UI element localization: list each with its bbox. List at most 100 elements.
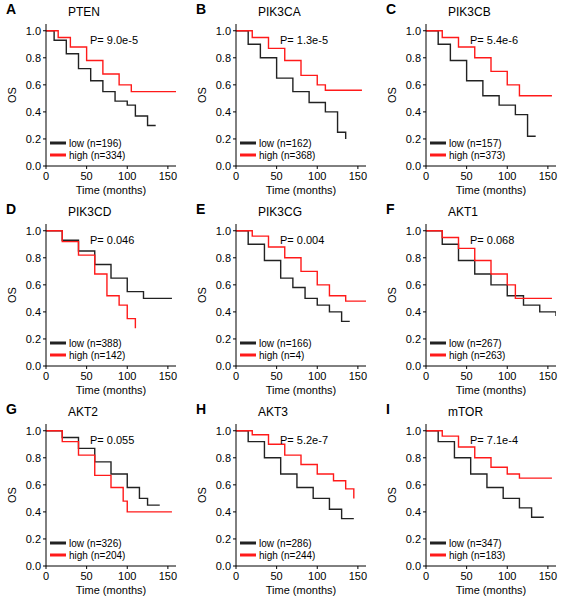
title: AKT1 xyxy=(448,205,478,219)
y-tick-label: 0.4 xyxy=(406,306,421,318)
panel: DPIK3CD0.00.20.40.60.81.0050100150Time (… xyxy=(6,201,177,396)
y-tick xyxy=(43,430,46,431)
x-tick-label: 150 xyxy=(159,570,177,582)
x-tick xyxy=(276,366,277,369)
y-tick xyxy=(43,457,46,458)
panel: EPIK3CG0.00.20.40.60.81.0050100150Time (… xyxy=(196,201,367,396)
title: PTEN xyxy=(68,5,100,19)
legend-label: high (n=142) xyxy=(69,350,125,361)
y-tick xyxy=(43,30,46,31)
x-tick xyxy=(167,566,168,569)
legend-swatch xyxy=(240,554,256,557)
legend-swatch xyxy=(50,542,66,545)
x-tick-label: 0 xyxy=(423,570,429,582)
legend-swatch xyxy=(240,142,256,145)
legend-label: low (n=157) xyxy=(449,138,502,149)
x-tick xyxy=(236,166,237,169)
x-tick-label: 0 xyxy=(233,570,239,582)
y-tick-label: 0.6 xyxy=(216,79,231,91)
x-tick-label: 0 xyxy=(233,170,239,182)
x-tick-label: 150 xyxy=(349,570,367,582)
x-tick xyxy=(466,366,467,369)
survival-curve xyxy=(426,231,556,316)
y-axis-label: OS xyxy=(386,487,398,503)
x-tick xyxy=(317,566,318,569)
legend-swatch xyxy=(430,154,446,157)
survival-curve xyxy=(236,431,354,499)
survival-curve xyxy=(46,31,176,92)
y-tick-label: 0.6 xyxy=(406,479,421,491)
y-tick-label: 0.2 xyxy=(26,533,41,545)
y-tick xyxy=(423,311,426,312)
x-tick xyxy=(507,166,508,169)
p-value: P= 9.0e-5 xyxy=(90,34,138,46)
y-tick-label: 0.8 xyxy=(216,252,231,264)
legend-swatch xyxy=(430,342,446,345)
y-tick-label: 0.2 xyxy=(406,133,421,145)
y-axis xyxy=(426,424,427,566)
y-tick xyxy=(233,30,236,31)
x-axis xyxy=(236,366,366,367)
y-tick xyxy=(423,84,426,85)
y-tick-label: 0.8 xyxy=(216,452,231,464)
x-tick xyxy=(276,566,277,569)
y-tick-label: 0.4 xyxy=(216,506,231,518)
x-tick-label: 50 xyxy=(81,170,93,182)
y-tick xyxy=(423,430,426,431)
title: PIK3CD xyxy=(68,205,112,219)
survival-curve xyxy=(46,431,172,512)
plot-area xyxy=(426,31,552,136)
y-axis xyxy=(426,224,427,366)
x-tick-label: 150 xyxy=(159,370,177,382)
x-axis xyxy=(236,166,366,167)
y-tick xyxy=(43,138,46,139)
legend-label: low (n=326) xyxy=(69,538,122,549)
x-tick xyxy=(426,166,427,169)
legend-label: high (n=263) xyxy=(449,350,505,361)
y-tick xyxy=(233,138,236,139)
title: mTOR xyxy=(448,405,483,419)
y-axis-label: OS xyxy=(196,287,208,303)
x-tick xyxy=(127,166,128,169)
x-tick xyxy=(426,366,427,369)
y-tick xyxy=(423,138,426,139)
y-tick xyxy=(423,230,426,231)
legend-label: low (n=196) xyxy=(69,138,122,149)
y-tick xyxy=(423,457,426,458)
x-tick-label: 50 xyxy=(81,570,93,582)
survival-curve xyxy=(236,231,350,322)
panel: GAKT20.00.20.40.60.81.0050100150Time (mo… xyxy=(6,401,177,596)
legend-label: low (n=166) xyxy=(259,338,312,349)
y-tick xyxy=(43,338,46,339)
y-tick xyxy=(43,538,46,539)
x-tick-label: 100 xyxy=(118,170,136,182)
legend-swatch xyxy=(240,542,256,545)
y-tick xyxy=(423,338,426,339)
y-tick xyxy=(43,57,46,58)
legend-swatch xyxy=(430,354,446,357)
panel: HAKT30.00.20.40.60.81.0050100150Time (mo… xyxy=(196,401,367,596)
y-tick-label: 0.0 xyxy=(26,560,41,572)
title: AKT2 xyxy=(68,405,98,419)
panel-letter: F xyxy=(386,201,395,217)
y-tick-label: 0.8 xyxy=(406,252,421,264)
x-tick-label: 0 xyxy=(43,570,49,582)
x-tick xyxy=(317,166,318,169)
x-tick xyxy=(127,366,128,369)
y-tick xyxy=(43,230,46,231)
panel: APTEN0.00.20.40.60.81.0050100150Time (mo… xyxy=(6,1,177,196)
legend-swatch xyxy=(240,342,256,345)
y-tick-label: 0.8 xyxy=(216,52,231,64)
y-tick-label: 0.2 xyxy=(216,333,231,345)
x-tick-label: 100 xyxy=(498,370,516,382)
legend-swatch xyxy=(240,154,256,157)
legend-label: low (n=162) xyxy=(259,138,312,149)
x-axis-label: Time (months) xyxy=(266,184,337,196)
legend-swatch xyxy=(240,354,256,357)
panel-letter: B xyxy=(196,1,206,17)
x-tick-label: 50 xyxy=(461,370,473,382)
survival-curve xyxy=(426,431,544,518)
y-tick-label: 1.0 xyxy=(216,25,231,37)
legend-swatch xyxy=(50,142,66,145)
x-tick xyxy=(357,366,358,369)
